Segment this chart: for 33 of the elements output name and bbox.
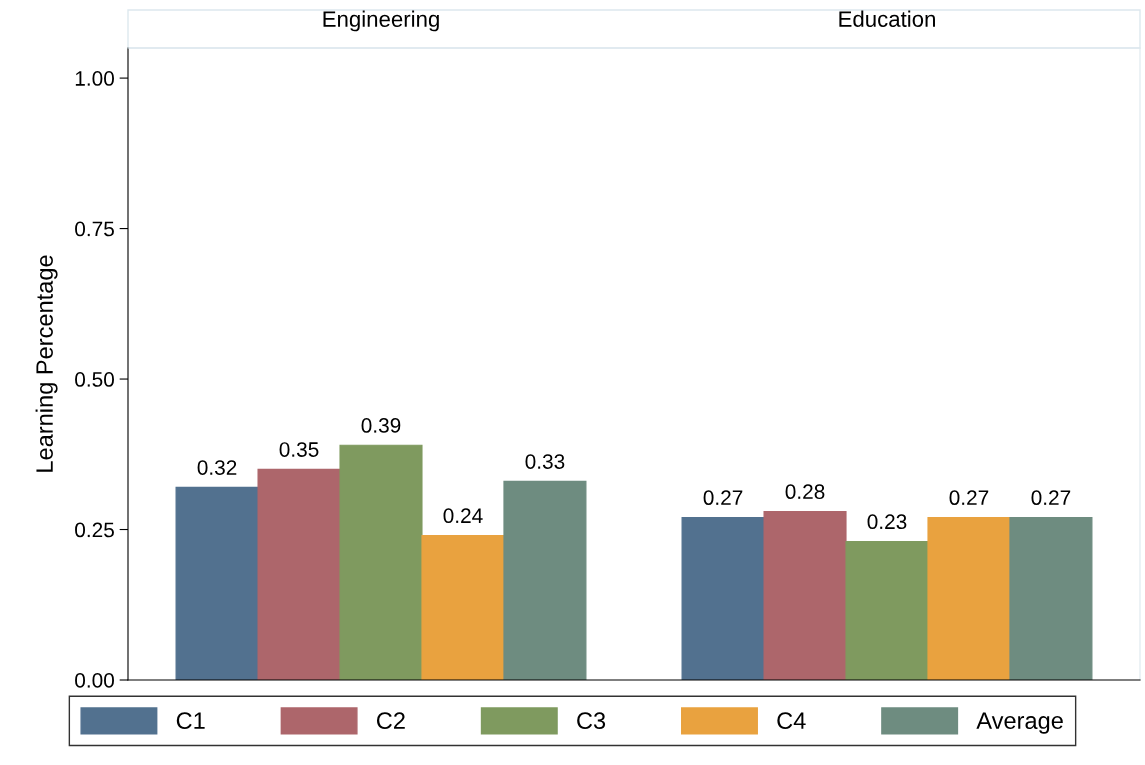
bar	[763, 510, 847, 680]
bar	[681, 516, 765, 680]
bar	[257, 468, 341, 680]
bar	[845, 541, 929, 680]
x-tick-label: Education	[839, 10, 935, 27]
data-label: 0.23	[867, 514, 907, 530]
bar	[927, 516, 1011, 680]
data-label: 0.35	[279, 442, 319, 457]
data-label: 0.33	[525, 454, 565, 469]
y-tick-label: 0.25	[75, 522, 114, 538]
bar	[421, 534, 505, 680]
y-axis-title: Learning Percentage	[35, 255, 58, 472]
data-label: 0.32	[197, 460, 237, 475]
y-tick-label: 0.50	[75, 372, 114, 387]
data-label: 0.27	[703, 490, 743, 506]
y-tick-label: 0.75	[75, 221, 114, 237]
y-tick-label: 0.00	[75, 673, 114, 688]
legend-label: C2	[376, 712, 405, 730]
legend-label: C3	[577, 712, 606, 730]
data-label: 0.24	[443, 508, 483, 524]
data-label: 0.28	[785, 484, 825, 500]
bar	[1009, 516, 1093, 680]
x-tick-label: Engineering	[323, 10, 439, 32]
legend-label: C1	[176, 712, 205, 730]
bar	[339, 444, 423, 680]
legend-label: Average	[976, 712, 1063, 734]
y-tick-label: 1.00	[75, 71, 114, 86]
data-label: 0.27	[949, 490, 989, 506]
data-label: 0.27	[1031, 490, 1071, 506]
legend-label: C4	[777, 712, 806, 730]
bar	[175, 486, 259, 680]
bar	[503, 480, 587, 680]
data-label: 0.39	[361, 418, 401, 433]
